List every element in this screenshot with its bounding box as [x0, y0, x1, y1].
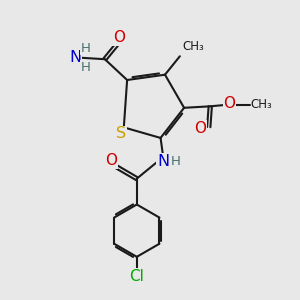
Text: CH₃: CH₃	[182, 40, 204, 53]
Text: N: N	[157, 154, 169, 169]
Text: S: S	[116, 126, 127, 141]
Text: N: N	[69, 50, 81, 65]
Text: H: H	[81, 61, 91, 74]
Text: Cl: Cl	[129, 269, 144, 284]
Text: O: O	[105, 153, 117, 168]
Text: O: O	[113, 30, 125, 45]
Text: CH₃: CH₃	[250, 98, 272, 111]
Text: O: O	[194, 121, 206, 136]
Text: O: O	[224, 96, 236, 111]
Text: H: H	[81, 42, 91, 55]
Text: H: H	[170, 154, 180, 168]
